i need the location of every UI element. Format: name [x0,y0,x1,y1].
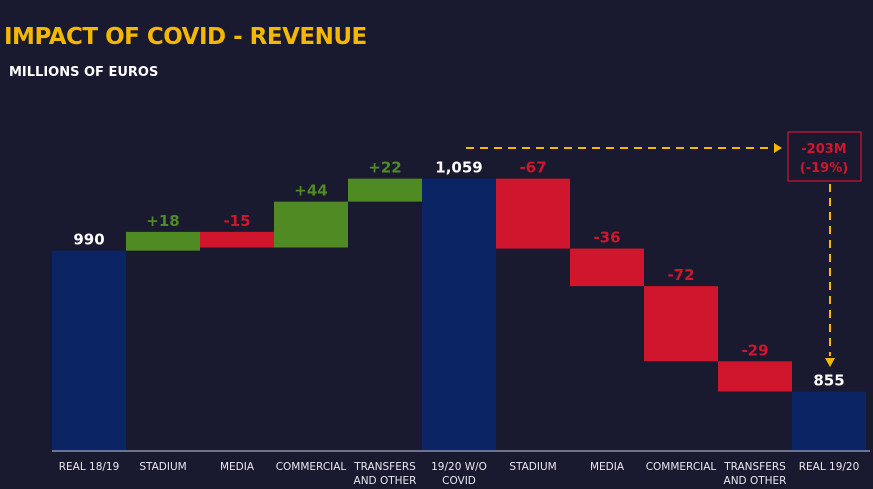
arrow-head-right-icon [774,143,782,153]
data-label-2: -15 [223,212,250,230]
annotation-box [787,131,862,182]
chart-subtitle: MILLIONS OF EUROS [9,65,159,80]
bar-2 [200,231,274,248]
category-label-6: STADIUM [509,461,556,473]
bar-0 [52,250,126,451]
bar-4 [348,178,422,202]
data-label-9: -29 [741,341,768,359]
category-label-9: TRANSFERS [723,461,786,473]
category-label-5-1: COVID [442,475,476,487]
data-label-4: +22 [368,159,401,177]
bar-3 [274,201,348,248]
data-label-6: -67 [519,159,546,177]
category-label-8: COMMERCIAL [646,461,717,473]
bar-9 [718,361,792,392]
bar-10 [792,391,866,451]
arrow-head-down-icon [825,358,835,367]
annotation-percent: (-19%) [800,161,848,176]
category-label-4: TRANSFERS [353,461,416,473]
chart-title: IMPACT OF COVID - REVENUE [4,24,367,50]
category-label-2: MEDIA [220,461,255,473]
data-label-7: -36 [593,229,620,247]
data-label-1: +18 [146,212,179,230]
bar-6 [496,178,570,249]
bar-5 [422,178,496,452]
data-label-5: 1,059 [435,159,482,177]
category-label-10: REAL 19/20 [799,461,860,473]
data-label-8: -72 [667,266,694,284]
category-label-4-1: AND OTHER [354,475,417,487]
category-label-7: MEDIA [590,461,625,473]
data-label-10: 855 [813,372,844,390]
annotation-value: -203M [801,142,846,157]
data-label-0: 990 [73,231,104,249]
category-label-9-1: AND OTHER [724,475,787,487]
bar-8 [644,286,718,362]
category-label-0: REAL 18/19 [59,461,120,473]
bar-1 [126,231,200,251]
category-label-3: COMMERCIAL [276,461,347,473]
bar-7 [570,248,644,287]
category-label-1: STADIUM [139,461,186,473]
category-label-5: 19/20 W/O [431,461,487,473]
data-label-3: +44 [294,182,327,200]
